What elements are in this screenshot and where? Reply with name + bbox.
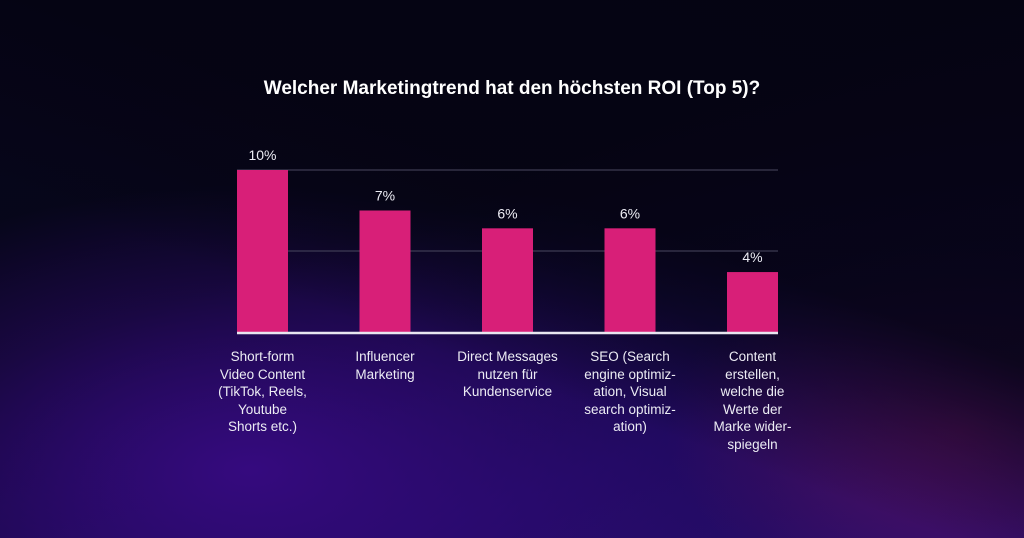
category-label: Short-form Video Content (TikTok, Reels, Yo… bbox=[203, 348, 323, 436]
category-label-line: Marke wider- bbox=[713, 419, 792, 434]
category-label-line: Shorts etc.) bbox=[227, 419, 298, 434]
bar bbox=[359, 210, 411, 332]
category-label-line: nutzen für bbox=[477, 366, 538, 382]
category-label: Influencer Marketing bbox=[325, 348, 445, 383]
category-label-line: SEO (Search bbox=[590, 349, 670, 364]
category-label-line: Content bbox=[728, 349, 777, 364]
category-label-line: erstellen, bbox=[725, 366, 780, 382]
data-label: 6% bbox=[497, 205, 517, 221]
category-label-line: engine optimiz- bbox=[584, 366, 676, 382]
bar bbox=[727, 272, 778, 332]
category-label: Direct Messages nutzen für Kundenservice bbox=[448, 348, 568, 401]
category-label-line: search optimiz- bbox=[584, 401, 676, 417]
bar bbox=[237, 170, 288, 332]
category-label-line: Video Content bbox=[219, 366, 306, 382]
category-label: SEO (Search engine optimiz-ation, Visual s… bbox=[570, 348, 690, 436]
data-label: 4% bbox=[742, 249, 762, 265]
category-label-line: ation) bbox=[613, 419, 647, 434]
category-label-line: welche die bbox=[720, 384, 785, 399]
data-label: 6% bbox=[620, 205, 640, 221]
category-label-line: Kundenservice bbox=[462, 384, 553, 399]
category-label-line: spiegeln bbox=[727, 436, 778, 452]
category-label-line: Direct Messages bbox=[457, 349, 558, 364]
data-label: 10% bbox=[248, 147, 276, 163]
category-label-line: Short-form bbox=[230, 349, 295, 364]
category-label-line: Influencer bbox=[355, 349, 415, 364]
category-label: Content erstellen, welche die Werte der Mark… bbox=[693, 348, 813, 453]
bar bbox=[604, 228, 656, 332]
category-label-line: Youtube bbox=[237, 401, 288, 417]
data-label: 7% bbox=[375, 188, 395, 204]
category-label-line: (TikTok, Reels, bbox=[218, 384, 307, 399]
category-label-line: Marketing bbox=[355, 366, 415, 382]
category-label-line: Werte der bbox=[722, 401, 783, 417]
bar bbox=[482, 228, 533, 332]
chart-title: Welcher Marketingtrend hat den höchsten … bbox=[263, 78, 761, 99]
category-label-line: ation, Visual bbox=[593, 384, 667, 399]
